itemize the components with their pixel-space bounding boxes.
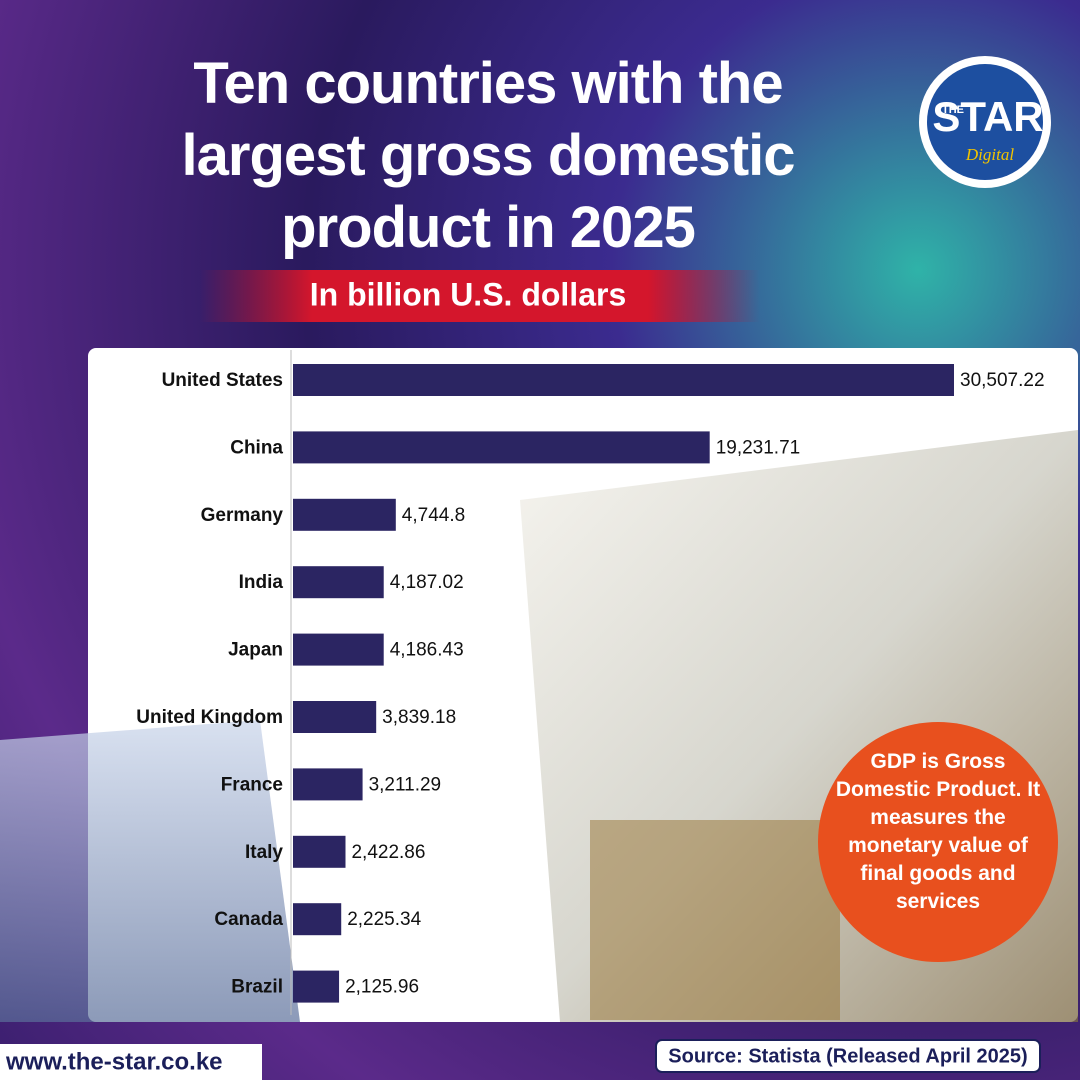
category-label: Brazil [231,977,283,998]
value-label: 3,839.18 [382,707,456,728]
note-circle [818,722,1058,962]
logo-main: STAR [932,93,1043,140]
logo [927,64,1043,180]
bar [293,701,377,733]
bar [293,835,346,868]
category-label: China [230,437,283,458]
value-label: 2,225.34 [347,909,421,930]
coins-image [0,720,300,1022]
category-label: India [239,572,284,593]
subtitle: In billion U.S. dollars [310,276,626,312]
bar [293,903,342,936]
bar [293,431,710,464]
category-label: Germany [201,505,284,526]
category-label: Italy [245,842,283,863]
value-label: 2,422.86 [351,842,425,863]
value-label: 30,507.22 [960,370,1045,391]
note: GDP is Gross Domestic Product. It measur… [835,750,1041,913]
category-label: France [221,774,283,795]
bar [293,498,396,531]
chart-title: Ten countries with the largest gross dom… [181,51,796,260]
gold-coins-image [590,820,840,1020]
value-label: 4,187.02 [390,572,464,593]
bar [293,633,384,666]
category-label: United States [162,370,283,391]
subtitle-banner [200,270,760,322]
bar [293,970,340,1003]
category-label: United Kingdom [136,707,283,728]
category-label: Japan [228,640,283,661]
value-label: 3,211.29 [369,774,442,795]
value-label: 19,231.71 [716,437,801,458]
category-label: Canada [214,909,283,930]
bar [293,364,954,396]
website: www.the-star.co.ke [5,1048,223,1075]
website-box [0,1044,262,1080]
value-label: 4,186.43 [390,640,464,661]
logo-top: THE [942,104,964,116]
source-box [655,1039,1041,1073]
bar [293,566,384,599]
value-label: 2,125.96 [345,977,419,998]
source: Source: Statista (Released April 2025) [668,1045,1027,1067]
value-label: 4,744.8 [402,505,465,526]
logo-sub: Digital [965,145,1014,164]
bar [293,768,363,801]
